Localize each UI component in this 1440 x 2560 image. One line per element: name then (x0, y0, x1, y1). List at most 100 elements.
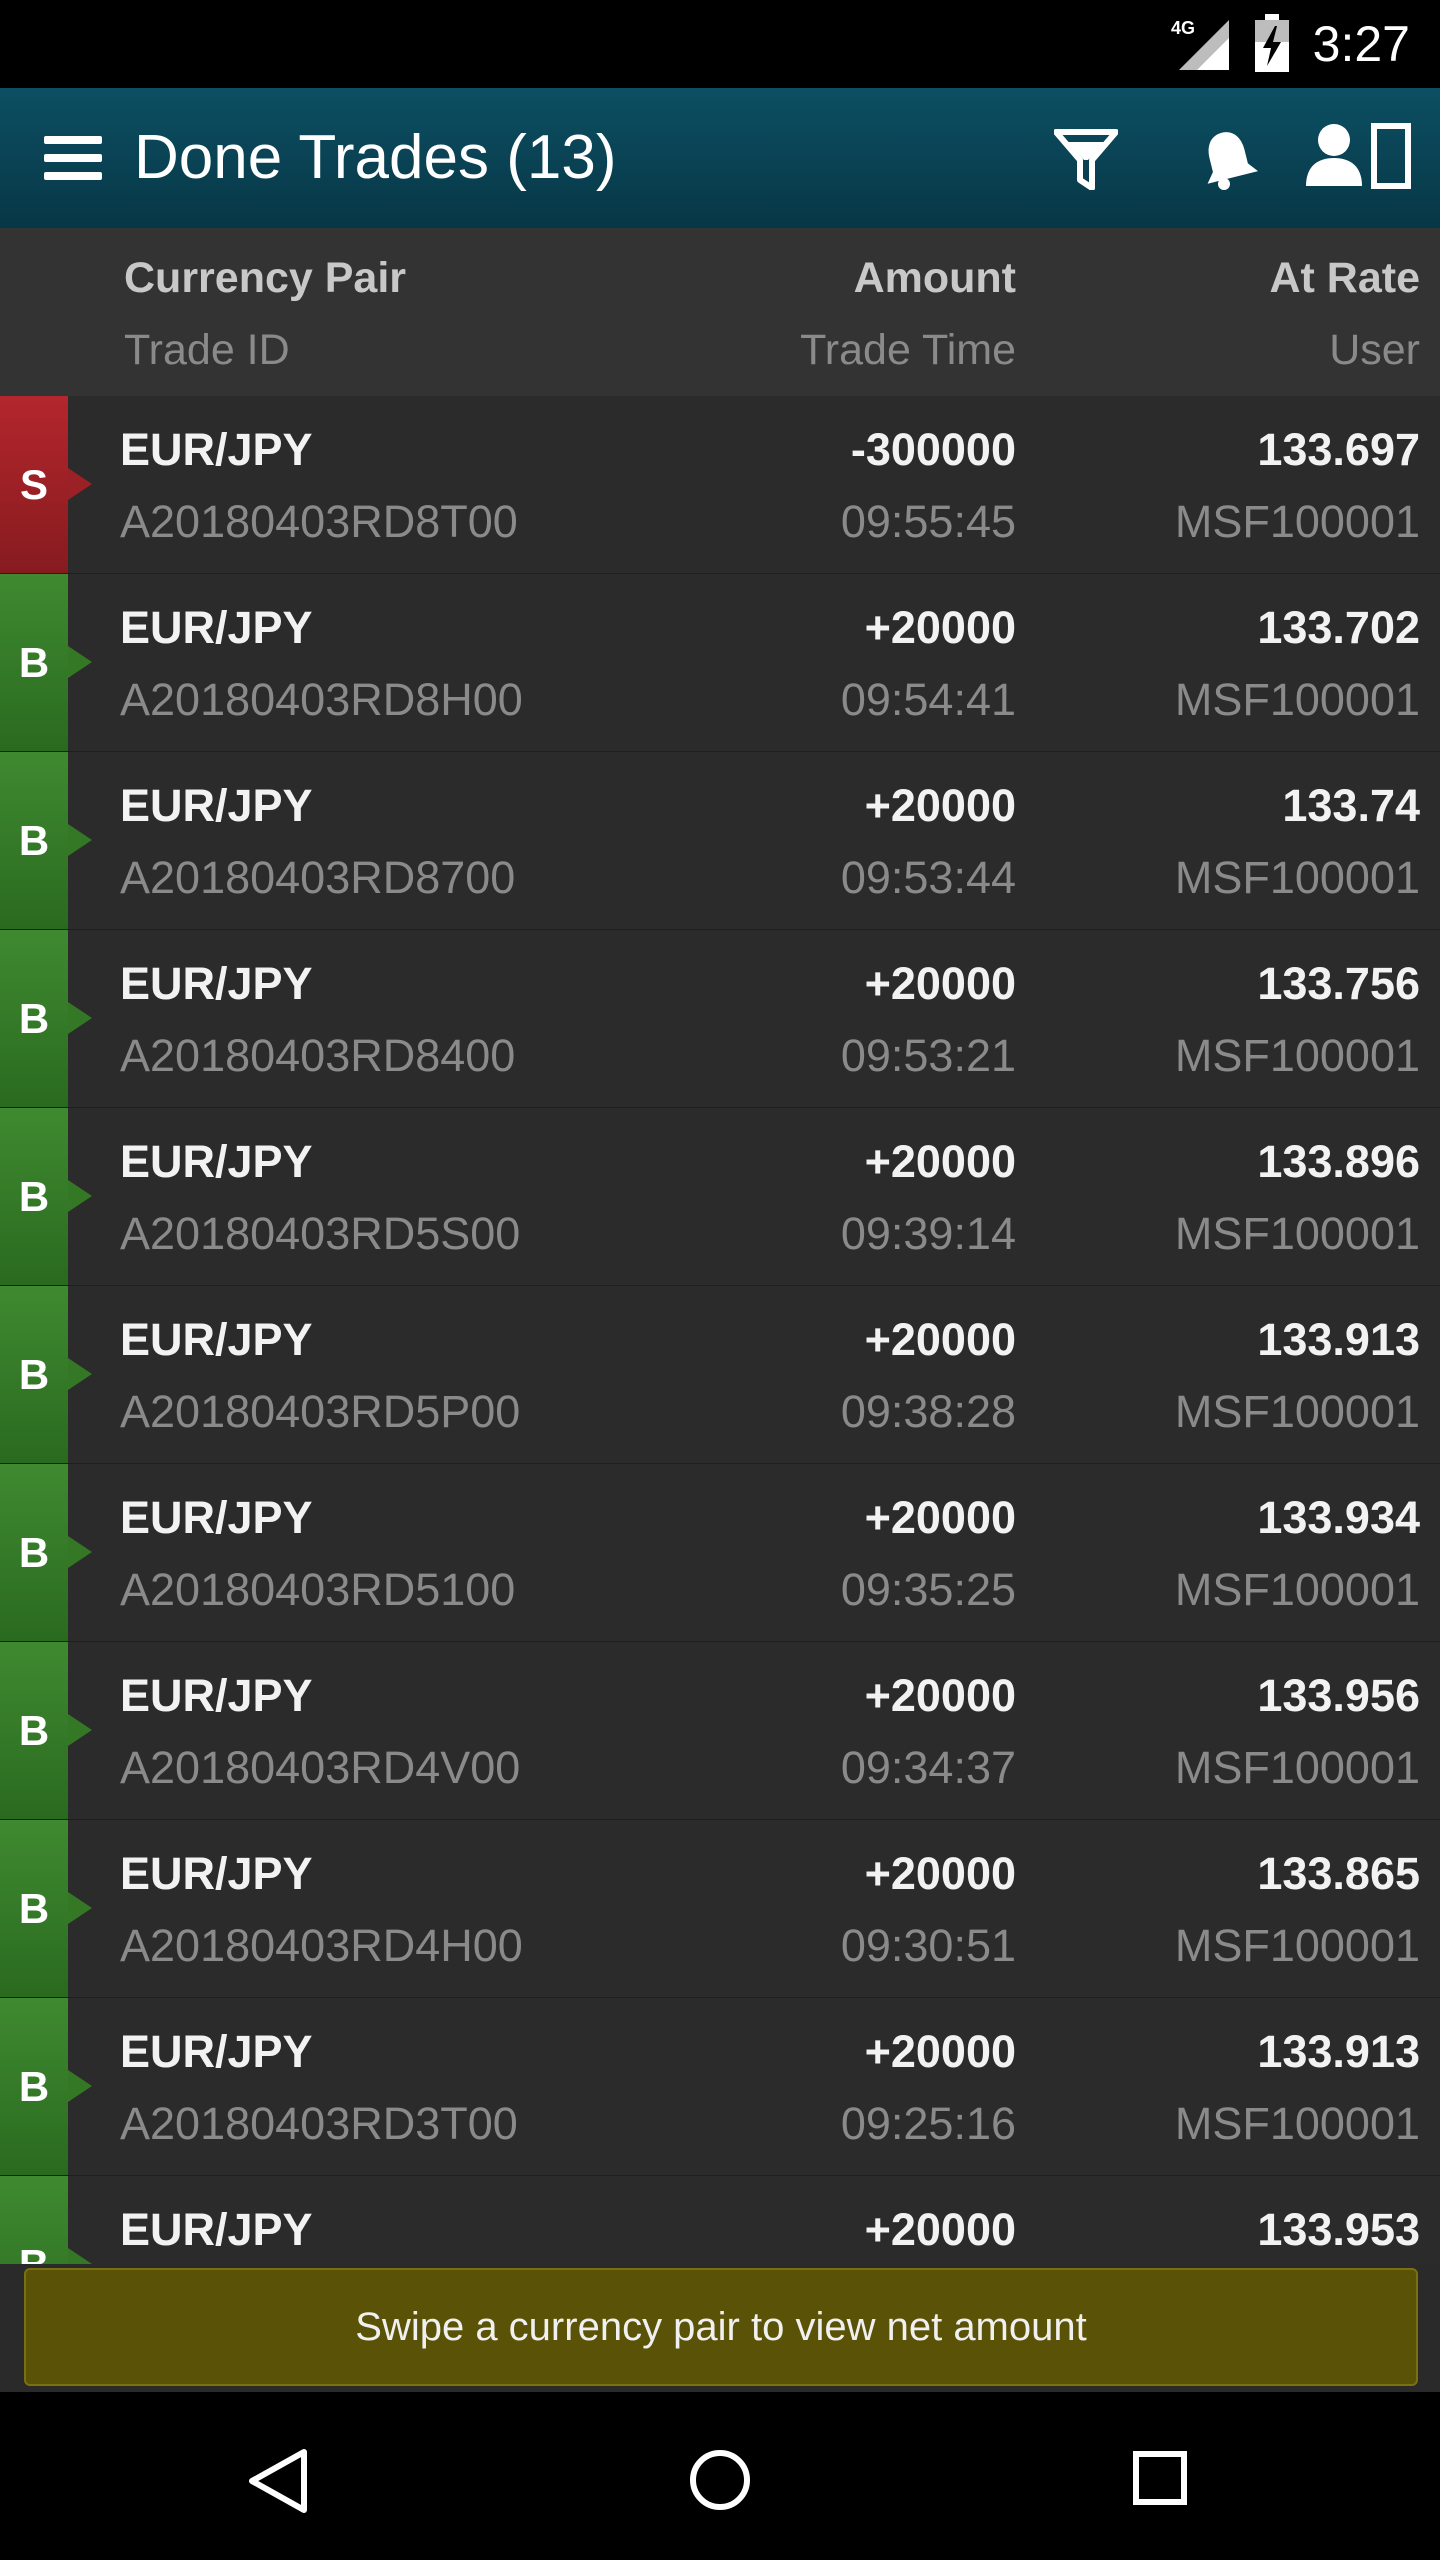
trade-id: A20180403RD8400 (120, 1030, 516, 1081)
trade-time: 09:53:44 (840, 852, 1016, 903)
trade-user: MSF100001 (1174, 852, 1420, 903)
trade-user: MSF100001 (1174, 496, 1420, 547)
navigation-bar (0, 2392, 1440, 2560)
trade-user: MSF100001 (1174, 2098, 1420, 2149)
trade-id: A20180403RD4H00 (120, 1920, 523, 1971)
side-arrow-icon (68, 468, 92, 500)
trade-user: MSF100001 (1174, 674, 1420, 725)
trade-amount: +20000 (864, 780, 1016, 831)
table-row[interactable]: B EUR/JPY A20180403RD4H00 +20000 09:30:51 133… (0, 1820, 1440, 1998)
banner-area: Swipe a currency pair to view net amount (0, 2264, 1440, 2392)
trade-user: MSF100001 (1174, 1920, 1420, 1971)
side-arrow-icon (68, 2248, 92, 2264)
side-arrow-icon (68, 1358, 92, 1390)
trade-user: MSF100001 (1174, 1030, 1420, 1081)
trade-side-label: B (18, 1529, 50, 1576)
menu-icon[interactable] (44, 136, 102, 180)
user-icon[interactable] (1304, 122, 1412, 190)
side-arrow-icon (68, 646, 92, 678)
side-arrow-icon (68, 2070, 92, 2102)
trade-rate: 133.896 (1257, 1136, 1420, 1187)
trade-user: MSF100001 (1174, 1742, 1420, 1793)
table-row[interactable]: B EUR/JPY +20000 133.953 (0, 2176, 1440, 2264)
trade-rate: 133.913 (1257, 2026, 1420, 2077)
trade-rate: 133.913 (1257, 1314, 1420, 1365)
trade-currency-pair: EUR/JPY (120, 1492, 313, 1543)
header-amount: Amount (853, 254, 1016, 302)
swipe-hint-banner[interactable]: Swipe a currency pair to view net amount (24, 2268, 1418, 2386)
trade-currency-pair: EUR/JPY (120, 780, 313, 831)
trade-time: 09:55:45 (840, 496, 1016, 547)
trade-rate: 133.953 (1257, 2204, 1420, 2255)
header-trade-id: Trade ID (124, 326, 290, 374)
filter-icon[interactable] (1053, 128, 1119, 191)
table-row[interactable]: B EUR/JPY A20180403RD5S00 +20000 09:39:14 133… (0, 1108, 1440, 1286)
trade-side-indicator: B (0, 1286, 92, 1463)
table-row[interactable]: B EUR/JPY A20180403RD4V00 +20000 09:34:37 133… (0, 1642, 1440, 1820)
trade-list[interactable]: S EUR/JPY A20180403RD8T00 -300000 09:55:45 13… (0, 396, 1440, 2264)
trade-side-indicator: S (0, 396, 92, 573)
column-header: Currency Pair Trade ID Amount Trade Time… (0, 228, 1440, 396)
trade-time: 09:39:14 (840, 1208, 1016, 1259)
trade-id: A20180403RD8H00 (120, 674, 523, 725)
side-arrow-icon (68, 1536, 92, 1568)
trade-amount: +20000 (864, 1848, 1016, 1899)
trade-currency-pair: EUR/JPY (120, 2204, 313, 2255)
trade-side-label: B (18, 2063, 50, 2110)
table-row[interactable]: B EUR/JPY A20180403RD3T00 +20000 09:25:16 133… (0, 1998, 1440, 2176)
trade-id: A20180403RD3T00 (120, 2098, 518, 2149)
trade-side-label: S (19, 461, 48, 508)
header-trade-time: Trade Time (800, 326, 1016, 374)
side-arrow-icon (68, 1180, 92, 1212)
trade-currency-pair: EUR/JPY (120, 1136, 313, 1187)
status-icons: 4G 3:27 (1171, 0, 1410, 88)
trade-currency-pair: EUR/JPY (120, 1848, 313, 1899)
trade-id: A20180403RD8700 (120, 852, 516, 903)
trade-rate: 133.956 (1257, 1670, 1420, 1721)
trade-side-indicator: B (0, 1464, 92, 1641)
trade-side-label: B (18, 817, 50, 864)
header-user: User (1329, 326, 1420, 374)
side-arrow-icon (68, 824, 92, 856)
header-currency-pair: Currency Pair (124, 254, 407, 302)
trade-amount: +20000 (864, 602, 1016, 653)
trade-time: 09:53:21 (840, 1030, 1016, 1081)
trade-side-indicator: B (0, 752, 92, 929)
trade-time: 09:34:37 (840, 1742, 1016, 1793)
home-icon[interactable] (688, 2448, 752, 2512)
side-arrow-icon (68, 1714, 92, 1746)
trade-currency-pair: EUR/JPY (120, 2026, 313, 2077)
trade-currency-pair: EUR/JPY (120, 958, 313, 1009)
trade-rate: 133.702 (1257, 602, 1420, 653)
side-arrow-icon (68, 1892, 92, 1924)
table-row[interactable]: B EUR/JPY A20180403RD5P00 +20000 09:38:28 133… (0, 1286, 1440, 1464)
trade-rate: 133.865 (1257, 1848, 1420, 1899)
trade-amount: +20000 (864, 1670, 1016, 1721)
table-row[interactable]: B EUR/JPY A20180403RD8H00 +20000 09:54:41 133… (0, 574, 1440, 752)
status-time: 3:27 (1312, 16, 1410, 72)
trade-side-indicator: B (0, 1820, 92, 1997)
trade-side-label: B (0, 2176, 68, 2264)
trade-side-indicator: B (0, 1642, 92, 1819)
trade-rate: 133.74 (1282, 780, 1420, 831)
trade-currency-pair: EUR/JPY (120, 424, 313, 475)
bell-icon[interactable] (1198, 126, 1259, 190)
header-at-rate: At Rate (1269, 254, 1420, 302)
table-row[interactable]: B EUR/JPY A20180403RD5100 +20000 09:35:25 133… (0, 1464, 1440, 1642)
trade-side-indicator: B (0, 1108, 92, 1285)
trade-time: 09:54:41 (840, 674, 1016, 725)
table-row[interactable]: S EUR/JPY A20180403RD8T00 -300000 09:55:45 13… (0, 396, 1440, 574)
trade-side-label: B (18, 1351, 50, 1398)
trade-currency-pair: EUR/JPY (120, 602, 313, 653)
battery-icon (1253, 14, 1291, 74)
back-icon[interactable] (246, 2448, 312, 2514)
trade-amount: -300000 (850, 424, 1016, 475)
table-row[interactable]: B EUR/JPY A20180403RD8400 +20000 09:53:21 133… (0, 930, 1440, 1108)
app-bar: Done Trades (13) (0, 88, 1440, 228)
trade-time: 09:25:16 (840, 2098, 1016, 2149)
trade-id: A20180403RD8T00 (120, 496, 518, 547)
table-row[interactable]: B EUR/JPY A20180403RD8700 +20000 09:53:44 133… (0, 752, 1440, 930)
trade-side-label: B (18, 1707, 50, 1754)
trade-rate: 133.934 (1257, 1492, 1420, 1543)
recent-apps-icon[interactable] (1132, 2450, 1188, 2506)
